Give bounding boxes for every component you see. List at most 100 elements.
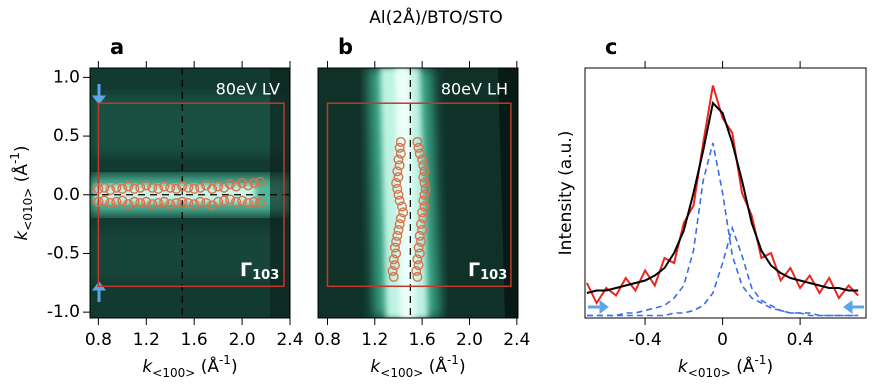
x-tick-label: 1.6 bbox=[181, 330, 208, 350]
x-tick-label: 0.8 bbox=[314, 330, 341, 350]
data-point bbox=[219, 195, 230, 206]
data-point bbox=[99, 195, 110, 206]
data-point bbox=[237, 195, 248, 206]
data-point bbox=[417, 224, 428, 235]
y-tick-label: 1.0 bbox=[53, 67, 80, 87]
label-part: ) bbox=[231, 357, 238, 377]
data-point bbox=[417, 154, 428, 165]
region-label: Γ103 bbox=[468, 259, 507, 283]
annotation: 80eV LV bbox=[216, 80, 280, 99]
data-point bbox=[414, 248, 425, 259]
data-point bbox=[111, 182, 122, 193]
data-point bbox=[201, 197, 212, 208]
data-point bbox=[153, 183, 164, 194]
data-point bbox=[418, 213, 429, 224]
data-point bbox=[388, 254, 399, 265]
data-point bbox=[171, 197, 182, 208]
x-tick-label: 2.0 bbox=[229, 330, 256, 350]
data-point bbox=[147, 182, 158, 193]
label-part: k bbox=[370, 357, 381, 377]
label-part: <100> bbox=[152, 366, 195, 380]
data-point bbox=[141, 196, 152, 207]
y-tick-label: 0.5 bbox=[53, 126, 80, 146]
plot-frame bbox=[317, 67, 519, 319]
data-point bbox=[412, 254, 423, 265]
label-part: 103 bbox=[252, 268, 279, 283]
data-point bbox=[419, 166, 430, 177]
data-line bbox=[586, 225, 859, 317]
data-point bbox=[183, 197, 194, 208]
region-box bbox=[97, 102, 285, 288]
label-part: <010> bbox=[21, 188, 35, 231]
data-point bbox=[93, 183, 104, 194]
data-point bbox=[392, 230, 403, 241]
data-point bbox=[389, 260, 400, 271]
y-tick-label: -1.0 bbox=[47, 302, 80, 322]
data-point bbox=[418, 195, 429, 206]
x-tick-label: 1.2 bbox=[133, 330, 160, 350]
x-axis-label: k<100> (Å-1) bbox=[370, 353, 465, 380]
data-point bbox=[225, 194, 236, 205]
data-point bbox=[394, 219, 405, 230]
label-part: 103 bbox=[480, 268, 507, 283]
data-point bbox=[391, 236, 402, 247]
data-point bbox=[391, 178, 402, 189]
data-point bbox=[393, 172, 404, 183]
data-point bbox=[412, 136, 423, 147]
x-axis-label: k<100> (Å-1) bbox=[142, 353, 237, 380]
label-part: -1 bbox=[8, 152, 22, 164]
data-point bbox=[183, 182, 194, 193]
label-part: Γ bbox=[468, 259, 480, 281]
data-point bbox=[255, 176, 266, 187]
data-point bbox=[129, 196, 140, 207]
x-tick-label: 1.2 bbox=[361, 330, 388, 350]
data-point bbox=[412, 271, 423, 282]
plot-frame bbox=[89, 67, 291, 319]
data-point bbox=[414, 230, 425, 241]
label-part: ) bbox=[12, 145, 32, 152]
label-part: k bbox=[142, 357, 153, 377]
data-point bbox=[93, 196, 104, 207]
data-point bbox=[159, 181, 170, 192]
region-box bbox=[326, 102, 512, 288]
data-point bbox=[117, 183, 128, 194]
label-part: -1 bbox=[754, 353, 766, 367]
data-point bbox=[389, 242, 400, 253]
data-point bbox=[147, 199, 158, 210]
panel-label: c bbox=[605, 35, 617, 59]
data-point bbox=[413, 260, 424, 271]
data-point bbox=[413, 242, 424, 253]
x-tick-label: 1.6 bbox=[409, 330, 436, 350]
data-point bbox=[243, 197, 254, 208]
label-part: ) bbox=[766, 357, 773, 377]
data-point bbox=[397, 201, 408, 212]
label-part: ) bbox=[459, 357, 466, 377]
label-part: (Å bbox=[195, 355, 219, 377]
data-point bbox=[255, 197, 266, 208]
data-point bbox=[129, 183, 140, 194]
data-point bbox=[420, 183, 431, 194]
x-tick-label: 2.4 bbox=[276, 330, 303, 350]
label-part: <010> bbox=[688, 366, 731, 380]
data-point bbox=[177, 181, 188, 192]
data-point bbox=[418, 160, 429, 171]
data-point bbox=[398, 207, 409, 218]
label-part: Γ bbox=[240, 259, 252, 281]
data-point bbox=[393, 189, 404, 200]
data-point bbox=[414, 148, 425, 159]
data-point bbox=[123, 199, 134, 210]
y-axis-label: k<010> (Å-1) bbox=[8, 145, 35, 240]
label-part: (Å bbox=[731, 355, 755, 377]
data-point bbox=[388, 271, 399, 282]
data-point bbox=[111, 196, 122, 207]
data-point bbox=[207, 183, 218, 194]
data-point bbox=[165, 199, 176, 210]
label-part: k bbox=[678, 357, 689, 377]
data-point bbox=[417, 207, 428, 218]
data-point bbox=[419, 178, 430, 189]
label-part: <100> bbox=[380, 366, 423, 380]
data-point bbox=[395, 213, 406, 224]
data-point bbox=[411, 266, 422, 277]
data-point bbox=[231, 196, 242, 207]
